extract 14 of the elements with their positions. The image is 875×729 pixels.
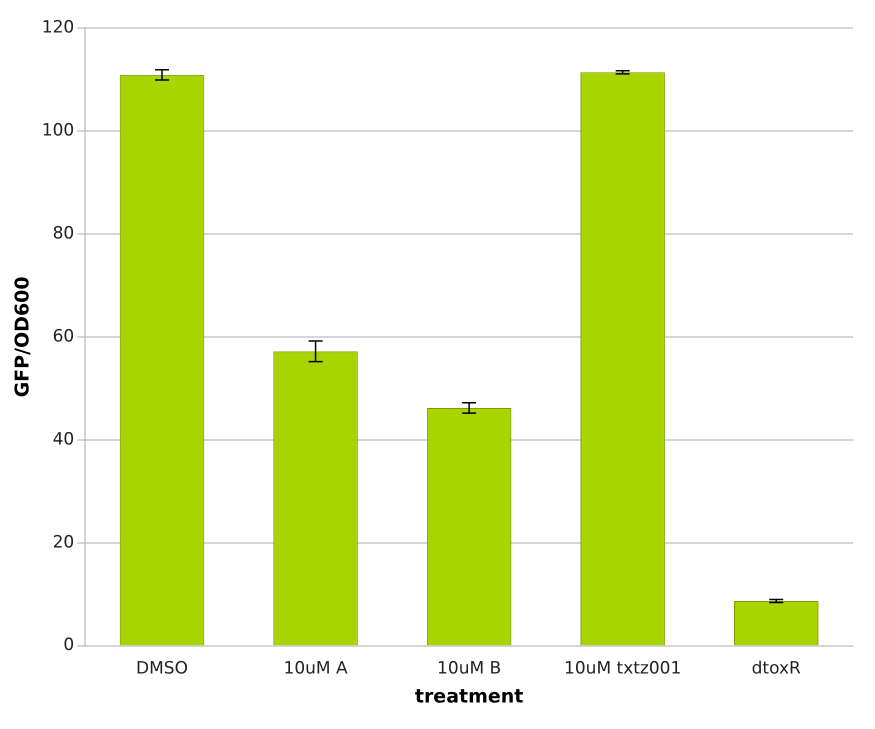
- x-tick-label: 10uM A: [284, 658, 348, 678]
- y-tick-label: 40: [52, 429, 74, 450]
- x-tick-label: 10uM B: [437, 658, 502, 678]
- y-tick-label: 80: [52, 223, 74, 244]
- y-tick-label: 120: [42, 17, 74, 38]
- y-tick-label: 20: [52, 532, 74, 552]
- x-axis-title: treatment: [414, 686, 524, 708]
- y-axis-title: GFP/OD600: [11, 276, 34, 398]
- x-tick-label: dtoxR: [752, 658, 802, 678]
- y-tick-label: 0: [63, 635, 74, 656]
- y-tick-label: 100: [42, 120, 74, 140]
- y-tick-label: 60: [52, 326, 74, 346]
- x-tick-label: 10uM txtz001: [564, 658, 682, 678]
- x-tick-label: DMSO: [136, 658, 188, 678]
